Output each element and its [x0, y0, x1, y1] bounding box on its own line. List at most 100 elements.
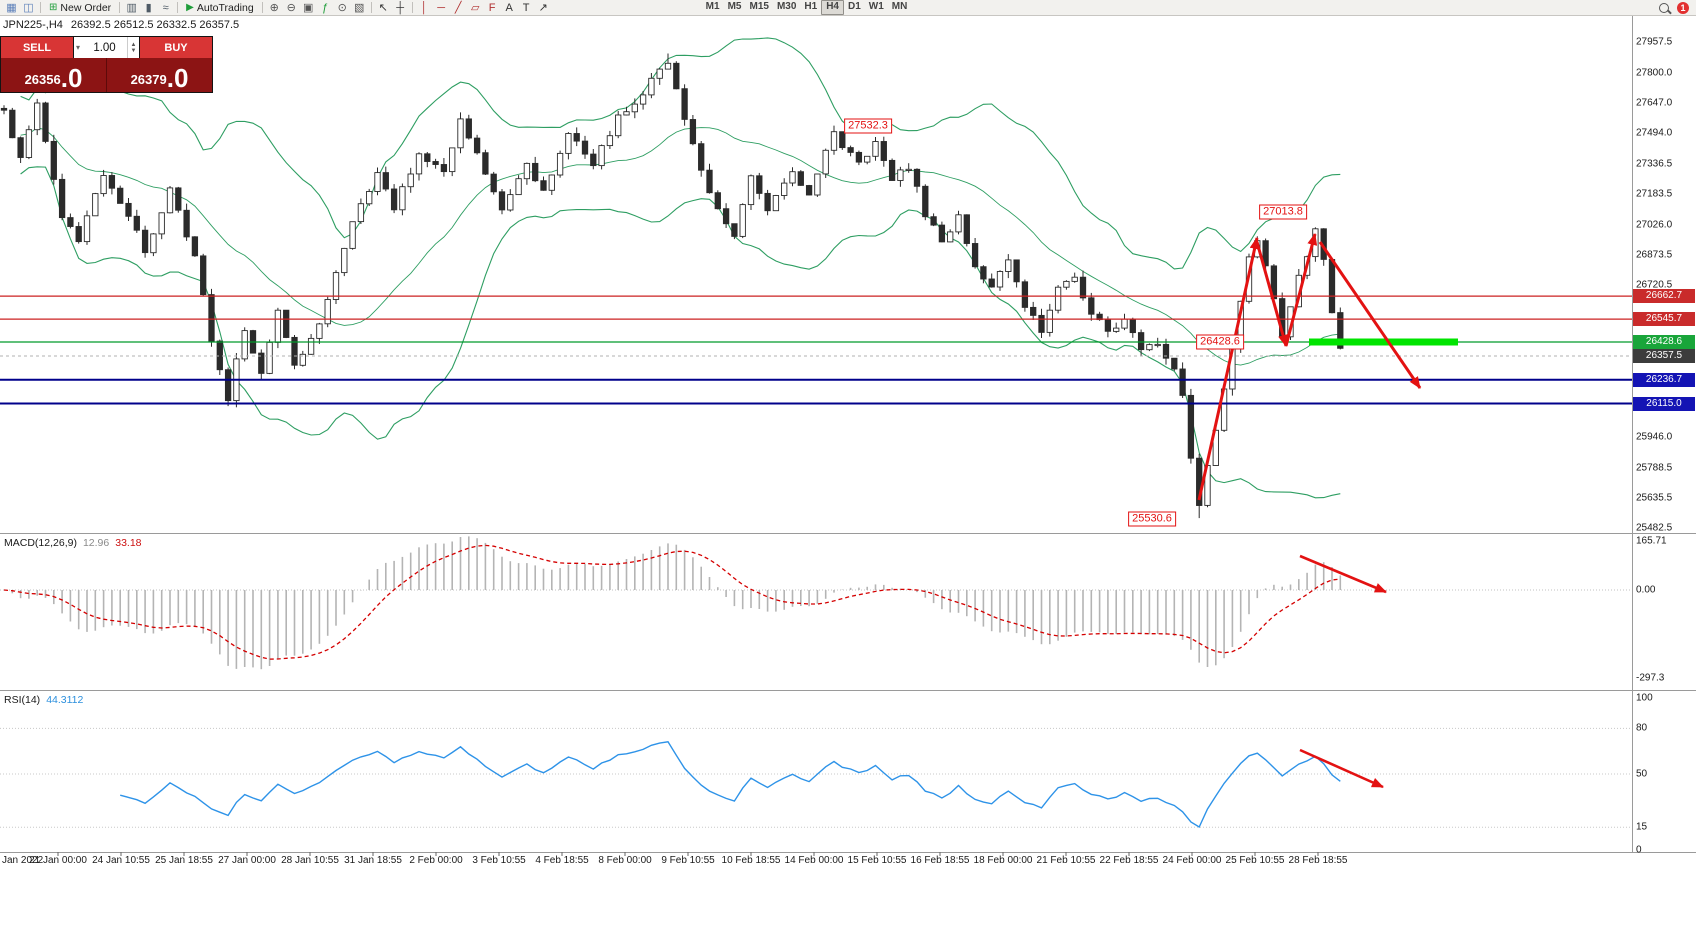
timeframe-H1[interactable]: H1 [804, 1, 818, 12]
price-annotation-label[interactable]: 25530.6 [1128, 511, 1176, 527]
time-axis-label: 8 Feb 00:00 [598, 855, 652, 866]
rsi-axis-label: 80 [1636, 722, 1648, 734]
timeframe-M30[interactable]: M30 [776, 1, 797, 12]
horizontal-line-icon[interactable]: ─ [437, 1, 446, 14]
price-annotation-label[interactable]: 26428.6 [1196, 334, 1244, 350]
candlesticks [0, 53, 1344, 519]
time-axis-label: 24 Jan 10:55 [92, 855, 150, 866]
macd-name: MACD(12,26,9) [4, 537, 77, 549]
sell-button[interactable]: SELL [1, 37, 73, 58]
toolbar-separator [40, 2, 41, 13]
rsi-axis-label: 50 [1636, 768, 1648, 780]
time-axis-label: 28 Feb 18:55 [1288, 855, 1348, 866]
time-axis-label: 15 Feb 10:55 [847, 855, 907, 866]
trend-arrow[interactable] [1255, 241, 1288, 347]
time-axis-label: 28 Jan 10:55 [281, 855, 339, 866]
timeframe-M5[interactable]: M5 [727, 1, 742, 12]
timeframe-W1[interactable]: W1 [868, 1, 884, 12]
macd-signal-line [3, 544, 1341, 660]
price-tick: 27494.0 [1636, 127, 1673, 139]
toolbar-separator [177, 2, 179, 13]
price-tick: 25946.0 [1636, 431, 1673, 443]
price-tick: 27800.0 [1636, 67, 1673, 79]
macd-axis-label: 0.00 [1636, 584, 1656, 596]
timeframe-MN[interactable]: MN [891, 1, 908, 12]
trend-arrow[interactable] [1299, 748, 1384, 789]
timeframe-H4[interactable]: H4 [821, 0, 844, 15]
toolbar-separator [119, 2, 121, 13]
volume-dropdown-icon[interactable]: ▾ [76, 43, 81, 52]
trend-arrow[interactable] [1299, 554, 1387, 594]
templates-icon[interactable]: ▧ [353, 1, 365, 14]
search-icon[interactable] [1659, 2, 1669, 13]
toolbar-right-group: 1 [1659, 1, 1693, 14]
new-window-icon[interactable]: ◫ [23, 1, 34, 14]
macd-signal-value: 33.18 [115, 537, 142, 549]
sell-price[interactable]: 26356.0 [1, 58, 106, 92]
timeframe-D1[interactable]: D1 [847, 1, 861, 12]
chart-line-icon[interactable]: ≈ [162, 1, 169, 14]
charts-grid-icon[interactable]: ▦ [6, 1, 17, 14]
buy-button[interactable]: BUY [140, 37, 212, 58]
chart-ohlc-header: JPN225-,H4 26392.5 26512.5 26332.5 26357.… [3, 19, 239, 31]
buy-price-main: 26379 [130, 72, 167, 87]
equidistant-channel-icon[interactable]: ▱ [470, 1, 480, 14]
price-tag: 26428.6 [1633, 335, 1695, 350]
chart-candles-icon[interactable]: ▮ [145, 1, 152, 14]
time-axis-label: 27 Jan 00:00 [218, 855, 276, 866]
macd-axis-label: 165.71 [1636, 535, 1667, 547]
rsi-axis-label: 100 [1636, 692, 1653, 704]
buy-price-frac: .0 [166, 63, 189, 93]
crosshair-icon[interactable]: ┼ [396, 1, 405, 14]
timeframe-M1[interactable]: M1 [705, 1, 720, 12]
fibonacci-icon[interactable]: F [488, 1, 496, 14]
timeframe-M15[interactable]: M15 [749, 1, 769, 12]
chart-bars-icon[interactable]: ▥ [126, 1, 137, 14]
price-annotation-label[interactable]: 27013.8 [1259, 204, 1307, 220]
buy-price[interactable]: 26379.0 [106, 58, 212, 92]
trend-arrow[interactable] [1197, 237, 1260, 501]
price-tick: 26720.5 [1636, 279, 1673, 291]
periods-icon[interactable]: ⊙ [337, 1, 347, 14]
notifications-badge[interactable]: 1 [1677, 1, 1689, 14]
arrows-tool-icon[interactable]: ↗ [538, 1, 548, 14]
time-axis-label: 25 Feb 10:55 [1225, 855, 1285, 866]
sell-price-frac: .0 [60, 63, 83, 93]
autotrading-button[interactable]: ▶ AutoTrading [181, 1, 259, 15]
time-axis-label: 31 Jan 18:55 [344, 855, 402, 866]
vertical-line-icon[interactable]: │ [420, 1, 428, 14]
time-axis-label: 2 Feb 00:00 [409, 855, 463, 866]
toolbar-separator [411, 2, 413, 13]
tile-windows-icon[interactable]: ▣ [302, 1, 314, 14]
zoom-out-icon[interactable]: ⊖ [286, 1, 296, 14]
volume-input[interactable]: ▾ 1.00 ▲ ▼ [73, 37, 140, 58]
price-tick: 27336.5 [1636, 158, 1673, 170]
volume-stepper[interactable]: ▲ ▼ [127, 37, 139, 58]
volume-down-icon[interactable]: ▼ [130, 47, 137, 54]
indicators-icon[interactable]: ƒ [322, 1, 329, 14]
autotrading-button-icon: ▶ [186, 2, 194, 13]
time-axis-label: 14 Feb 00:00 [784, 855, 844, 866]
rsi-indicator-label: RSI(14) 44.3112 [4, 694, 83, 706]
trendline-icon[interactable]: ╱ [454, 1, 462, 14]
price-tick: 27957.5 [1636, 36, 1673, 48]
toolbar-separator [370, 2, 372, 13]
label-icon[interactable]: T [522, 1, 530, 14]
trend-arrow[interactable] [1318, 241, 1422, 389]
price-tick: 27183.5 [1636, 188, 1673, 200]
price-tick: 27647.0 [1636, 97, 1673, 109]
new-order-button-label: New Order [60, 1, 112, 14]
price-annotation-label[interactable]: 27532.3 [844, 118, 892, 134]
timeframe-toolbar: M1 M5 M15 M30 H1 H4 D1 W1 MN [702, 0, 912, 15]
volume-up-icon[interactable]: ▲ [130, 41, 137, 48]
trend-arrow[interactable] [1284, 233, 1318, 347]
time-axis-label: 4 Feb 18:55 [535, 855, 589, 866]
new-order-button[interactable]: ⊞ New Order [44, 1, 116, 15]
cursor-icon[interactable]: ↖ [378, 1, 388, 14]
autotrading-button-label: AutoTrading [196, 1, 254, 14]
text-icon[interactable]: A [505, 1, 513, 14]
zoom-in-icon[interactable]: ⊕ [269, 1, 279, 14]
time-axis-label: 25 Jan 18:55 [155, 855, 213, 866]
